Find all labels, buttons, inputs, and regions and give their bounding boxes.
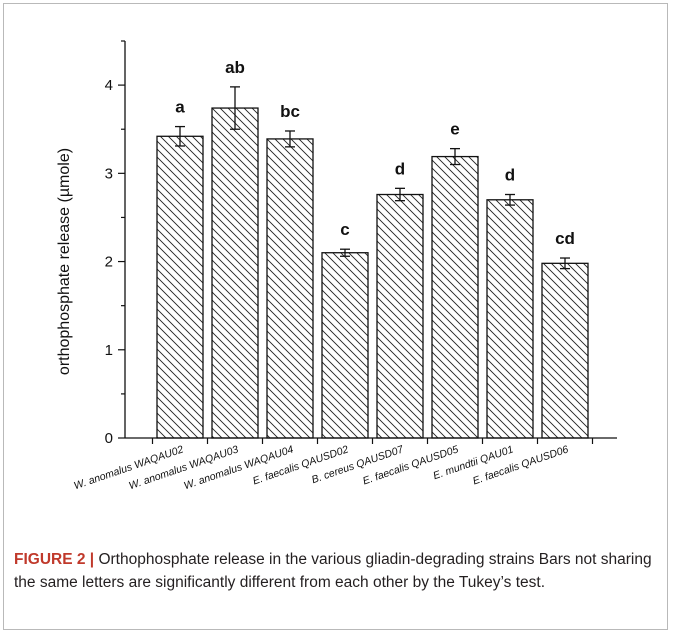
significance-letter: ab — [225, 58, 245, 77]
bar — [541, 262, 589, 439]
bar — [376, 193, 424, 439]
bar — [431, 155, 479, 439]
bar — [486, 199, 534, 439]
figure-number: FIGURE 2 — [14, 551, 86, 568]
x-tick-label: E. faecalis QAUSD06 — [471, 443, 570, 487]
significance-letter: bc — [280, 102, 300, 121]
significance-letter: c — [340, 220, 349, 239]
caption-text: Orthophosphate release in the various gl… — [14, 551, 652, 591]
y-tick-label: 4 — [105, 77, 113, 94]
y-tick-label: 2 — [105, 254, 113, 271]
figure-caption: FIGURE 2 | Orthophosphate release in the… — [14, 548, 662, 594]
y-tick-label: 0 — [105, 430, 113, 447]
y-tick-label: 1 — [105, 342, 113, 359]
bar — [156, 135, 204, 439]
significance-letter: cd — [555, 229, 575, 248]
bar — [321, 252, 369, 439]
caption-separator: | — [89, 551, 95, 568]
significance-letter: a — [175, 98, 185, 117]
significance-letter: d — [395, 159, 405, 178]
significance-letter: e — [450, 120, 459, 139]
y-axis-label: orthophosphate release (µmole) — [56, 148, 73, 375]
bar — [211, 107, 259, 439]
significance-letter: d — [505, 166, 515, 185]
y-tick-label: 3 — [105, 165, 113, 182]
bar — [266, 138, 314, 439]
